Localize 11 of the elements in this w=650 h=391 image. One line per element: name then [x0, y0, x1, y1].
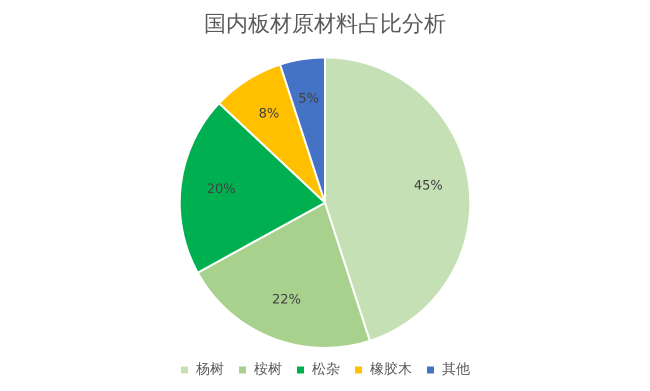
legend-label: 杨树: [195, 362, 224, 378]
legend-label: 橡胶木: [370, 362, 412, 378]
data-label: 22%: [272, 292, 301, 308]
data-label: 20%: [206, 182, 236, 197]
legend-label: 桉树: [254, 362, 282, 378]
legend-label: 松杂: [312, 362, 340, 378]
data-label: 8%: [258, 106, 280, 122]
data-label: 5%: [298, 92, 319, 107]
data-label: 45%: [414, 178, 443, 194]
legend-label: 其他: [442, 362, 470, 378]
chart-title: 国内板材原材料占比分析: [204, 12, 446, 37]
